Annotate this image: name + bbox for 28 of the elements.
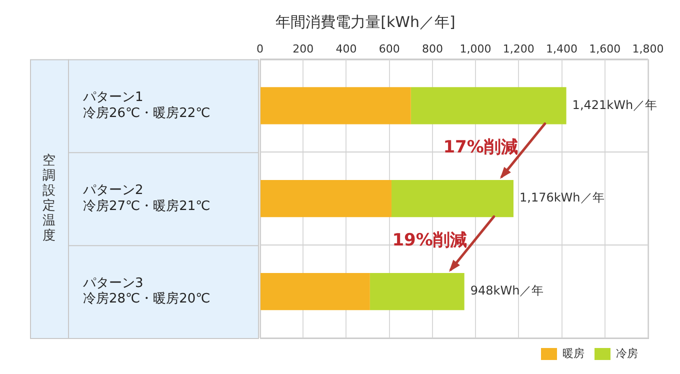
x-tick-label: 1,200 <box>502 42 534 56</box>
x-tick-label: 1,000 <box>460 42 492 56</box>
chart-title: 年間消費電力量[kWh／年] <box>276 12 456 31</box>
x-tick-label: 400 <box>336 42 357 56</box>
y-axis-title: 空調設定温度 <box>42 153 56 244</box>
annotation: 19%削減 <box>392 230 467 250</box>
x-tick-label: 600 <box>378 42 400 56</box>
bar <box>260 87 411 124</box>
x-tick-label: 1,400 <box>546 42 578 56</box>
total-label: 1,176kWh／年 <box>519 190 604 205</box>
total-label: 1,421kWh／年 <box>572 98 658 112</box>
x-tick-label: 800 <box>422 42 443 56</box>
x-tick-label: 0 <box>256 42 264 56</box>
legend-label: 暖房 <box>562 346 584 360</box>
bar <box>260 180 392 218</box>
annotation: 17%削減 <box>443 138 518 158</box>
y-tick-label: パターン2 冷房27℃・暖房21℃ <box>82 183 210 214</box>
total-label: 948kWh／年 <box>470 284 544 298</box>
bar <box>260 272 370 310</box>
x-tick-label: 1,600 <box>589 42 621 56</box>
legend-label: 冷房 <box>616 346 638 360</box>
y-tick-label: パターン1 冷房26℃・暖房22℃ <box>82 90 210 121</box>
x-tick-label: 1,800 <box>632 42 664 56</box>
bar <box>370 272 464 310</box>
x-tick-label: 200 <box>292 42 314 56</box>
bar <box>391 180 514 218</box>
y-tick-label: パターン3 冷房28℃・暖房20℃ <box>82 276 210 307</box>
bar <box>410 87 566 124</box>
